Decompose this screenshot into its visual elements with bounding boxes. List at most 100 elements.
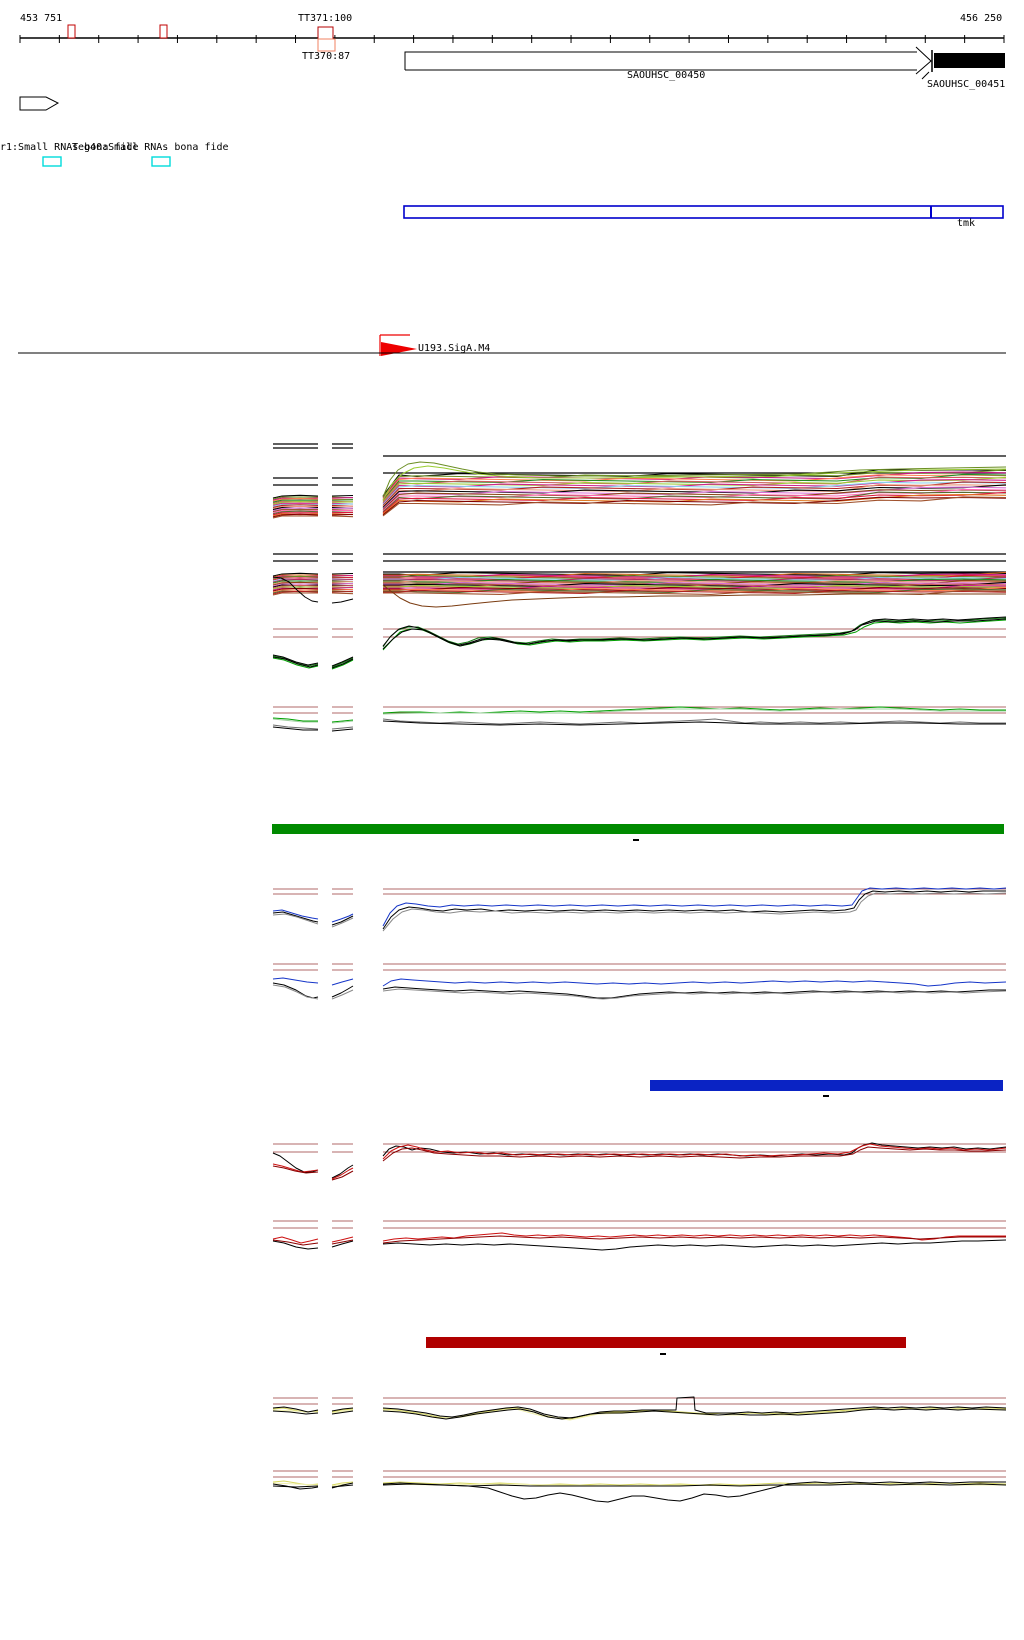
t9-yellow-curve xyxy=(331,1409,354,1414)
t2-multicolor-band-line xyxy=(383,571,1006,577)
t2-multicolor-band-line xyxy=(272,574,318,578)
t2-multicolor-band-line xyxy=(272,581,319,586)
t5-blue-curve xyxy=(272,913,319,925)
t9-yellow-curve xyxy=(382,1396,1007,1419)
t6-blue-curve xyxy=(272,982,319,999)
t3-green-curve xyxy=(331,658,354,669)
t2-multicolor-band-line xyxy=(331,578,354,581)
t1-multicolor-band-line xyxy=(382,496,1006,516)
t1-multicolor-band-line xyxy=(382,479,1006,504)
t1-multicolor-band-line xyxy=(382,473,1006,501)
t2-multicolor-band-line xyxy=(383,576,1006,582)
t1-multicolor-band-line xyxy=(272,499,318,503)
gene-arrow-saouhsc-00450[interactable] xyxy=(404,46,932,80)
t1-multicolor-band-line xyxy=(272,494,319,499)
t10-yellow-curve xyxy=(331,1481,354,1486)
t10-yellow-curve xyxy=(331,1484,354,1488)
terminator-box-1[interactable] xyxy=(67,24,76,39)
tmk-feature-bar[interactable] xyxy=(403,205,1004,219)
t6-blue-curve xyxy=(331,985,354,998)
t7-red-curve xyxy=(331,1170,354,1181)
label-terminator-tt371: TT371:100 xyxy=(298,13,353,24)
t6-blue-curve xyxy=(382,978,1007,987)
t1-multicolor-band-line xyxy=(272,515,318,519)
srna-box-1[interactable] xyxy=(42,156,62,167)
t1-multicolor-band-line xyxy=(382,481,1006,506)
t8-red-curve xyxy=(331,1236,354,1243)
t1-multicolor-band-line xyxy=(382,491,1006,513)
terminator-box-2[interactable] xyxy=(159,24,168,39)
t2-multicolor-band-line xyxy=(272,584,319,589)
promoter-flag-triangle[interactable] xyxy=(381,342,417,356)
label-region-start: 453 751 xyxy=(20,13,63,24)
t2-multicolor-band-line xyxy=(383,575,1006,579)
t3-green-curve xyxy=(382,618,1007,650)
t1-multicolor-band-line xyxy=(272,505,318,510)
t3-green-curve xyxy=(272,654,319,666)
label-gene-saouhsc-00450: SAOUHSC_00450 xyxy=(627,70,706,81)
t1-multicolor-band-line xyxy=(382,496,1006,517)
t1-multicolor-band-line xyxy=(382,471,1006,499)
t2-multicolor-band-line xyxy=(272,592,318,596)
t1-multicolor-band-line xyxy=(382,486,1006,509)
t2-multicolor-band-line xyxy=(272,578,319,583)
terminator-box-tt370[interactable] xyxy=(317,38,336,52)
t9-yellow-curve xyxy=(272,1406,319,1413)
t1-multicolor-band-line xyxy=(382,476,1006,502)
t3-green-curve xyxy=(272,657,319,669)
t10-yellow-curve xyxy=(272,1483,319,1490)
t1-multicolor-band-line xyxy=(272,513,319,518)
t5-blue-curve xyxy=(382,890,1006,930)
strand-bar-darkred[interactable] xyxy=(426,1337,906,1348)
t1-multicolor-band-line xyxy=(331,505,354,508)
t10-yellow-curve xyxy=(382,1481,1006,1503)
t1-multicolor-curve xyxy=(382,461,1007,498)
label-promoter-u193-siga-m4: U193.SigA.M4 xyxy=(418,343,491,354)
t3-green-curve xyxy=(331,659,354,670)
t3-green-curve xyxy=(331,656,354,667)
t8-red-curve xyxy=(382,1235,1006,1244)
t9-yellow-curve xyxy=(331,1408,354,1413)
terminator-box-tt371[interactable] xyxy=(317,26,334,40)
t2-multicolor-band-line xyxy=(272,580,318,584)
t4-green-gray-curve xyxy=(331,728,354,732)
t5-blue-curve xyxy=(272,909,319,920)
t2-multicolor-band-line xyxy=(272,590,319,595)
t4-green-gray-curve xyxy=(331,720,354,724)
strand-bar-blue[interactable] xyxy=(650,1080,1003,1091)
t9-yellow-curve xyxy=(382,1408,1007,1420)
t5-blue-curve xyxy=(272,911,319,923)
t1-multicolor-band-line xyxy=(382,476,1006,503)
t1-multicolor-band-line xyxy=(272,502,318,506)
strand-bar-green[interactable] xyxy=(272,824,1004,834)
t5-blue-curve xyxy=(331,913,354,923)
t6-blue-curve xyxy=(331,989,354,1000)
t1-multicolor-band-line xyxy=(272,501,319,505)
t7-red-curve xyxy=(382,1146,1007,1162)
t1-multicolor-band-line xyxy=(382,489,1006,511)
t1-multicolor-band-line xyxy=(331,507,354,510)
t10-yellow-curve xyxy=(272,1482,319,1486)
t4-green-gray-curve xyxy=(382,708,1006,715)
t1-multicolor-band-line xyxy=(272,497,319,502)
t7-red-curve xyxy=(272,1163,319,1173)
pentagon-arrow-feature[interactable] xyxy=(19,96,60,111)
t1-multicolor-band-line xyxy=(331,503,354,505)
t2-multicolor-band-line xyxy=(331,572,354,575)
t2-multicolor-band-line xyxy=(383,581,1006,587)
t1-multicolor-band-line xyxy=(272,509,318,513)
srna-box-2[interactable] xyxy=(151,156,171,167)
t4-green-gray-curve xyxy=(331,726,354,730)
t2-multicolor-band-line xyxy=(331,574,354,577)
t7-red-curve xyxy=(331,1164,354,1179)
gene-box-saouhsc-00451[interactable] xyxy=(934,53,1005,68)
t8-red-curve xyxy=(382,1232,1006,1242)
t4-green-gray-curve xyxy=(272,717,318,722)
t8-red-curve xyxy=(331,1239,354,1245)
t1-multicolor-band-line xyxy=(382,474,1006,500)
label-srna-1: r1:Small RNAs bona fide xyxy=(0,142,139,153)
t2-multicolor-band-line xyxy=(272,587,319,592)
t1-multicolor-band-line xyxy=(331,509,354,512)
t9-yellow-curve xyxy=(331,1407,354,1412)
